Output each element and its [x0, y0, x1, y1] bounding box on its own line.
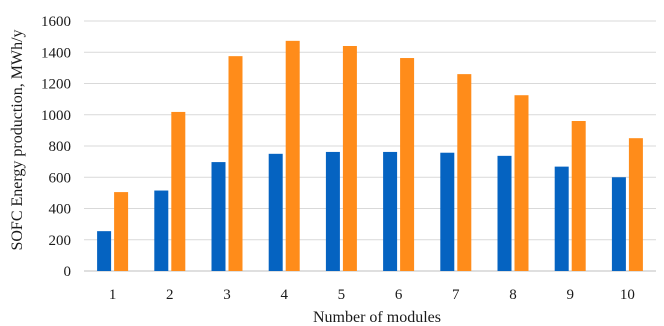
- x-tick-label: 1: [109, 287, 117, 303]
- bar-series-2-9: [571, 121, 586, 271]
- y-tick-label: 600: [49, 170, 72, 186]
- y-tick-label: 1200: [41, 77, 71, 93]
- bar-series-1-6: [383, 151, 398, 271]
- y-tick-label: 1600: [41, 14, 71, 30]
- bar-series-1-8: [497, 155, 512, 271]
- x-tick-label: 2: [166, 287, 174, 303]
- y-tick-label: 800: [49, 139, 72, 155]
- y-tick-label: 1400: [41, 45, 71, 61]
- x-tick-label: 10: [620, 287, 635, 303]
- x-tick-label: 3: [223, 287, 231, 303]
- bar-series-2-6: [400, 58, 415, 271]
- bar-series-1-5: [325, 151, 340, 271]
- bar-series-1-3: [211, 162, 226, 271]
- bar-series-2-2: [171, 111, 186, 271]
- x-tick-label: 9: [566, 287, 574, 303]
- y-axis-label: SOFC Energy production, MWh/y: [9, 29, 26, 250]
- x-tick-label: 6: [395, 287, 403, 303]
- y-tick-label: 1000: [41, 108, 71, 124]
- x-tick-label: 8: [509, 287, 517, 303]
- bar-series-1-10: [611, 177, 626, 271]
- bar-series-2-7: [457, 74, 472, 271]
- x-tick-label: 7: [452, 287, 460, 303]
- bar-series-2-3: [228, 56, 243, 271]
- x-tick-label: 5: [338, 287, 346, 303]
- x-axis-label: Number of modules: [313, 309, 441, 326]
- y-tick-label: 400: [49, 202, 72, 218]
- bar-series-2-1: [114, 192, 129, 271]
- bar-series-1-7: [440, 152, 455, 271]
- bar-series-2-8: [514, 95, 529, 271]
- y-tick-label: 200: [49, 233, 72, 249]
- bar-series-2-10: [628, 138, 643, 271]
- y-tick-label: 0: [64, 264, 72, 280]
- gridlines: [84, 20, 656, 272]
- bar-series-2-4: [285, 40, 300, 271]
- bar-series-2-5: [342, 46, 357, 271]
- bar-series-1-1: [97, 231, 112, 271]
- x-tick-labels: 1 2 3 4 5 6 7 8 9 10: [109, 287, 635, 303]
- bar-series-1-2: [154, 190, 169, 271]
- x-tick-label: 4: [280, 287, 288, 303]
- bars: [97, 40, 643, 271]
- y-tick-labels: 0 200 400 600 800 1000 1200 1400 1600: [41, 14, 71, 280]
- bar-series-1-4: [268, 153, 283, 271]
- bar-series-1-9: [554, 166, 569, 271]
